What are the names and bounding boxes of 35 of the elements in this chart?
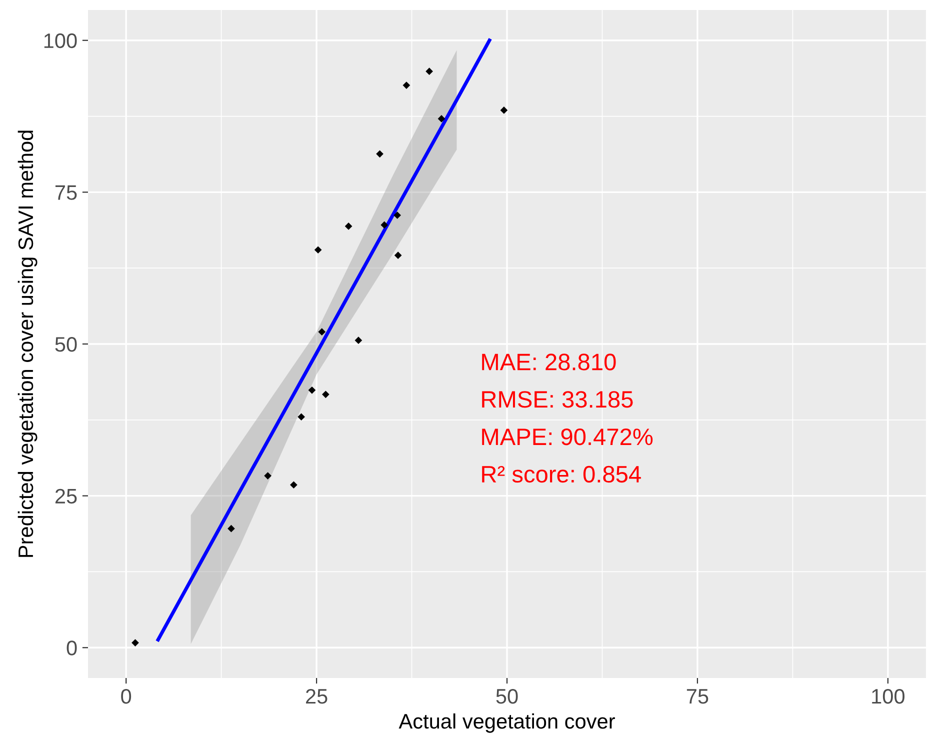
y-tick-label: 50 bbox=[55, 337, 77, 352]
point bbox=[318, 328, 326, 336]
point bbox=[376, 150, 384, 158]
point bbox=[228, 524, 235, 532]
point bbox=[394, 212, 401, 219]
x-tick-label: 0 bbox=[121, 688, 132, 704]
point bbox=[426, 68, 433, 76]
point bbox=[438, 115, 446, 122]
point bbox=[298, 413, 305, 421]
point bbox=[380, 221, 388, 229]
annotation: R² score: 0.854 bbox=[482, 466, 641, 483]
x-tick-label: 25 bbox=[306, 688, 328, 704]
point bbox=[500, 106, 508, 114]
x-axis-title: Actual vegetation cover bbox=[398, 713, 615, 733]
y-tick-label: 25 bbox=[55, 488, 77, 504]
y-tick-label: 75 bbox=[55, 185, 77, 200]
x-tick-label: 75 bbox=[686, 689, 708, 704]
point bbox=[394, 252, 402, 260]
point bbox=[314, 246, 322, 254]
y-tick-label: 0 bbox=[66, 640, 77, 656]
point bbox=[308, 386, 316, 394]
point bbox=[354, 336, 362, 344]
point bbox=[264, 472, 272, 480]
annotation: MAPE: 90.472% bbox=[482, 428, 653, 446]
point bbox=[290, 481, 298, 489]
point bbox=[344, 222, 352, 230]
point bbox=[132, 639, 139, 646]
y-axis-title: Predicted vegetation cover using SAVI method bbox=[18, 130, 38, 557]
annotation: MAE: 28.810 bbox=[482, 354, 616, 370]
x-tick-label: 100 bbox=[872, 688, 904, 704]
y-tick-label: 100 bbox=[44, 33, 77, 48]
point bbox=[322, 390, 330, 398]
annotation: RMSE: 33.185 bbox=[482, 391, 633, 408]
point bbox=[402, 82, 410, 89]
x-tick-label: 50 bbox=[496, 688, 518, 704]
